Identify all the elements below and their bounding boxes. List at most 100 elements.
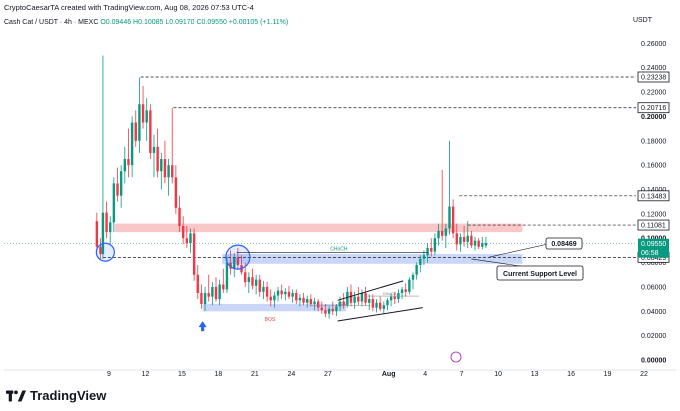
candle-body (116, 183, 119, 196)
candle-body (123, 159, 127, 172)
zone-resistance (115, 223, 523, 233)
candle-body (130, 122, 134, 166)
up-arrow-icon (198, 321, 207, 332)
candle-body (207, 293, 210, 297)
x-tick-label: 24 (288, 371, 296, 378)
bar-countdown-label: 06:58 (641, 250, 659, 257)
candle-body (371, 299, 375, 308)
x-tick-label: 19 (604, 371, 612, 378)
support-pointer (489, 243, 549, 258)
candle-body (214, 286, 218, 300)
y-tick-label: 0.08000 (641, 260, 666, 267)
channel-lower-line (337, 307, 423, 322)
candle-body (145, 110, 148, 123)
bos-small-label: BOS (338, 301, 347, 306)
candle-body (342, 301, 345, 306)
candle-body (229, 262, 232, 269)
candle-body (368, 299, 371, 303)
x-tick-label: 13 (531, 371, 539, 378)
candle-body (313, 301, 316, 304)
candle-body (105, 212, 108, 233)
candle-body (306, 299, 309, 303)
tradingview-logo[interactable]: TradingView (6, 388, 106, 403)
level-price-tag (637, 219, 670, 231)
candle-body (233, 257, 236, 269)
level-price-tag-label: 0.13483 (641, 193, 666, 200)
candle-body (331, 308, 334, 312)
candle-body (243, 272, 247, 283)
candle-body (400, 289, 404, 294)
candle-body (152, 146, 156, 153)
candle-body (364, 293, 367, 303)
level-price-tag (637, 190, 670, 202)
candle-body (455, 233, 458, 245)
x-tick-label: 21 (251, 371, 259, 378)
candle-body (411, 274, 415, 280)
candle-body (189, 233, 192, 244)
candle-body (273, 295, 276, 301)
y-tick-label: 0.00000 (641, 358, 666, 365)
candle-body (112, 183, 116, 223)
candle-body (265, 286, 269, 297)
candle-body (138, 104, 141, 141)
candle-body (462, 236, 466, 242)
x-tick-label: 10 (494, 371, 502, 378)
symbol-name[interactable]: Cash Cat / USDT · 4h · MEXC (4, 19, 99, 26)
candle-body (459, 236, 462, 245)
candle-body (349, 291, 353, 303)
candle-body (196, 274, 199, 294)
candle-body (335, 306, 338, 312)
candle-body (481, 243, 484, 247)
y-tick-label: 0.20000 (641, 114, 666, 121)
y-tick-label: 0.02000 (641, 333, 666, 340)
y-tick-label: 0.24000 (641, 65, 666, 72)
candle-body (287, 291, 291, 297)
candle-body (192, 233, 196, 275)
candle-body (222, 284, 225, 290)
candle-body (357, 296, 360, 302)
candle-body (484, 243, 488, 246)
y-tick-label: 0.16000 (641, 163, 666, 170)
x-tick-label: 15 (178, 371, 186, 378)
candle-body (163, 159, 167, 178)
candle-body (174, 177, 178, 208)
support-price-box (545, 237, 583, 250)
bos-label: BOS (265, 317, 276, 323)
level-price-tag-label: 0.23238 (641, 75, 666, 82)
x-tick-label: 18 (215, 371, 223, 378)
candle-body (327, 308, 331, 314)
candle-body (440, 230, 444, 236)
candle-body (346, 291, 349, 306)
zone-support (222, 254, 523, 264)
y-tick-label: 0.26000 (641, 41, 666, 48)
candle-body (200, 293, 203, 304)
symbol-line: Cash Cat / USDT · 4h · MEXC O0.09446 H0.… (4, 19, 288, 26)
candle-body (444, 228, 448, 236)
candle-body (309, 299, 313, 304)
x-tick-label: Aug (382, 371, 396, 378)
x-tick-label: 4 (423, 371, 427, 378)
support-price-label: 0.08469 (551, 241, 576, 248)
candle-body (225, 262, 229, 290)
candle-body (203, 293, 207, 304)
candle-body (95, 221, 99, 247)
candle-body (353, 296, 356, 303)
candle-body (338, 301, 342, 307)
candle-body (375, 302, 378, 308)
chart-attribution: CryptoCaesarTA created with TradingView.… (4, 3, 254, 12)
candle-body (149, 110, 152, 153)
candle-body (389, 296, 393, 301)
candle-body (127, 159, 130, 166)
candle-body (99, 246, 102, 255)
choch-label: CHoCH (330, 246, 348, 252)
candle-body (295, 293, 298, 301)
candle-body (160, 159, 163, 172)
x-tick-label: 12 (142, 371, 150, 378)
choch-circle (225, 244, 251, 270)
support-note-pointer (471, 258, 521, 267)
candle-body (269, 296, 272, 301)
candle-body (316, 301, 320, 308)
candle-body (258, 279, 261, 292)
candle-body (134, 122, 137, 141)
